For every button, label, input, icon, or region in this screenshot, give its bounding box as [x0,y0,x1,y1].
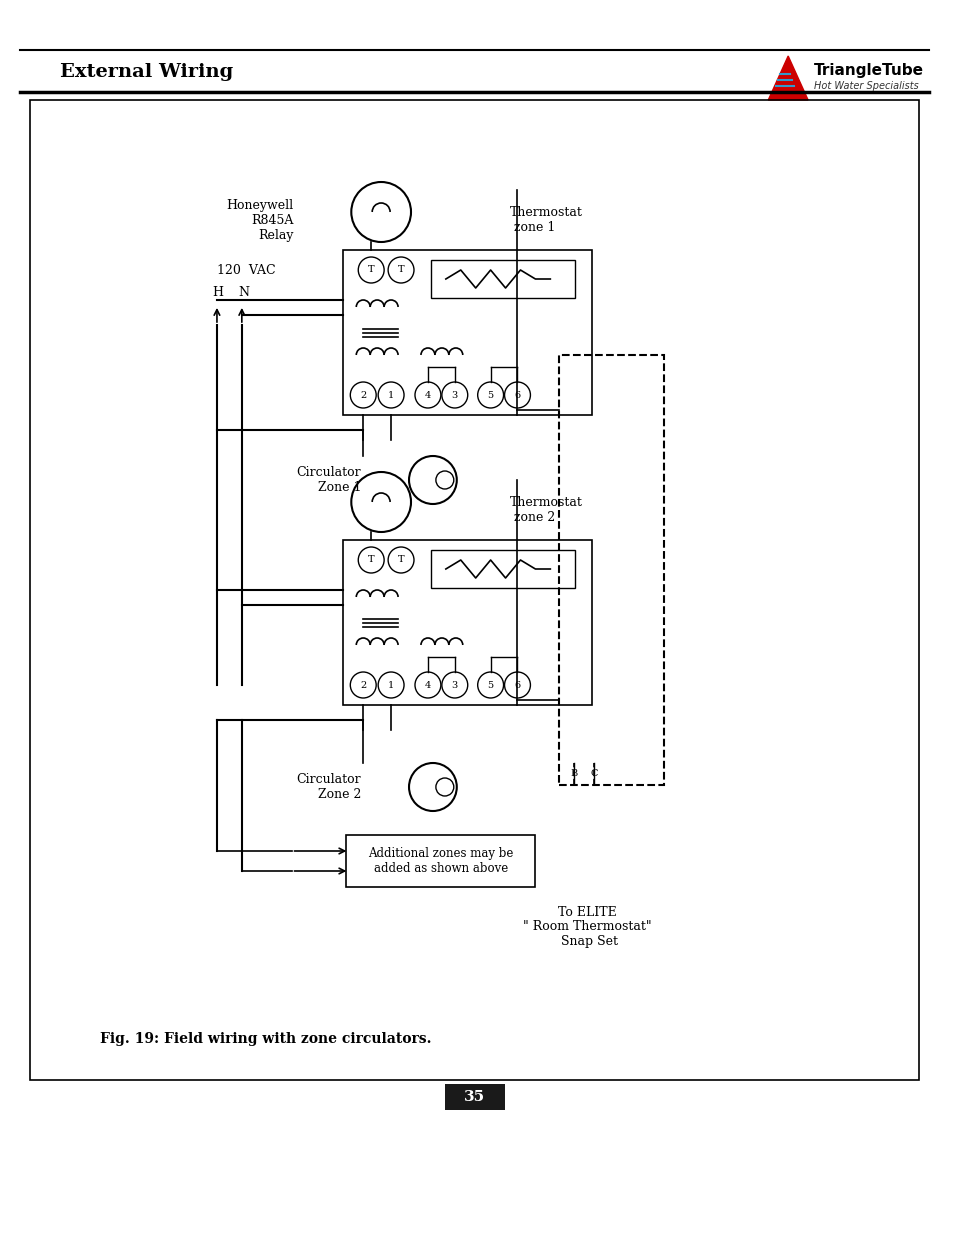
Bar [431,261,575,298]
Bar [30,100,918,1079]
Circle shape [477,672,503,698]
Circle shape [351,182,411,242]
Circle shape [409,763,456,811]
Text: 120  VAC: 120 VAC [216,263,275,277]
Text: 35: 35 [464,1091,485,1104]
Circle shape [409,456,456,504]
Bar [558,354,663,785]
Text: 4: 4 [424,390,431,399]
Circle shape [504,672,530,698]
Text: Honeywell
R845A
Relay: Honeywell R845A Relay [226,199,294,242]
Circle shape [441,382,467,408]
Text: 6: 6 [514,680,520,689]
Text: N: N [238,285,250,299]
Circle shape [388,547,414,573]
Circle shape [377,672,404,698]
Circle shape [358,257,384,283]
Circle shape [436,471,454,489]
Text: 1: 1 [388,680,394,689]
Circle shape [504,382,530,408]
Text: 2: 2 [359,680,366,689]
Text: Hot Water Specialists: Hot Water Specialists [813,82,918,91]
Text: C: C [590,768,598,778]
Circle shape [388,257,414,283]
Circle shape [436,778,454,797]
Text: 3: 3 [451,390,457,399]
Circle shape [415,672,440,698]
Circle shape [415,382,440,408]
Circle shape [351,472,411,532]
Text: Thermostat
 zone 1: Thermostat zone 1 [509,206,581,233]
Text: H: H [212,285,223,299]
Text: To ELITE
" Room Thermostat"
 Snap Set: To ELITE " Room Thermostat" Snap Set [522,905,651,948]
Text: 4: 4 [424,680,431,689]
Text: TriangleTube: TriangleTube [813,63,923,78]
Polygon shape [767,56,807,100]
Bar [343,540,592,705]
Text: 1: 1 [388,390,394,399]
Circle shape [377,382,404,408]
Text: Circulator
Zone 1: Circulator Zone 1 [296,466,361,494]
Circle shape [358,547,384,573]
Text: 3: 3 [451,680,457,689]
Text: Additional zones may be
added as shown above: Additional zones may be added as shown a… [368,847,513,876]
Text: External Wiring: External Wiring [60,63,233,82]
Circle shape [477,382,503,408]
Bar [346,835,535,887]
Text: Thermostat
 zone 2: Thermostat zone 2 [509,496,581,524]
Circle shape [441,672,467,698]
Bar [431,550,575,588]
Text: 5: 5 [487,680,493,689]
Text: 6: 6 [514,390,520,399]
Text: T: T [368,556,375,564]
Text: 2: 2 [359,390,366,399]
Circle shape [350,382,375,408]
Circle shape [350,672,375,698]
Text: T: T [368,266,375,274]
Text: 5: 5 [487,390,493,399]
Text: B: B [570,768,578,778]
Text: Circulator
Zone 2: Circulator Zone 2 [296,773,361,802]
Bar [444,1084,504,1110]
Bar [343,249,592,415]
Text: T: T [397,556,404,564]
Text: Fig. 19: Field wiring with zone circulators.: Fig. 19: Field wiring with zone circulat… [99,1032,431,1046]
Text: T: T [397,266,404,274]
